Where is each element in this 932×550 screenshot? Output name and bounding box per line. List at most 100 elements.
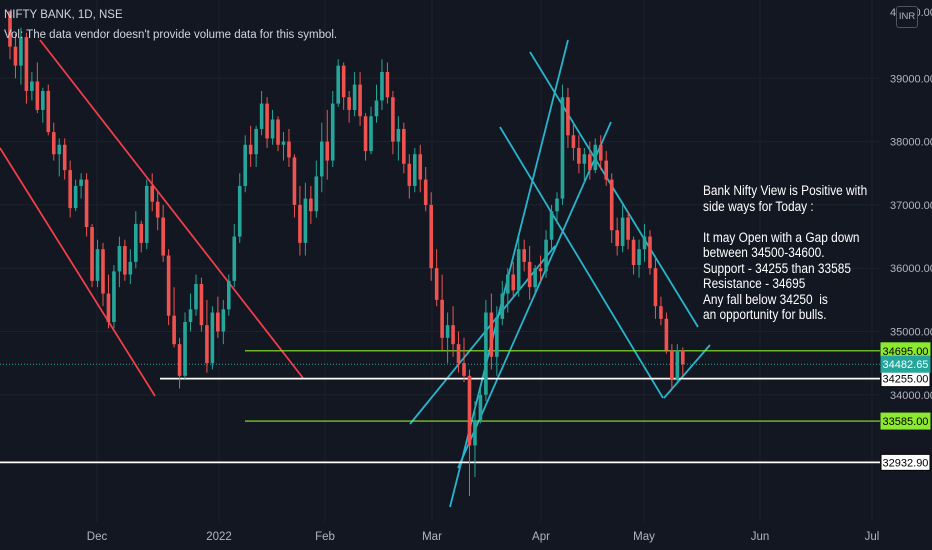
candle-body [484, 312, 488, 395]
candle-body [101, 249, 105, 294]
time-tick-label: Feb [315, 531, 335, 543]
candle-body [511, 274, 516, 291]
time-tick-label: Jul [865, 531, 880, 543]
trend-lines [0, 39, 711, 508]
price-tag-box [880, 412, 931, 430]
candle [473, 401, 477, 478]
candle [659, 296, 663, 326]
candle-body [462, 363, 466, 376]
candle-body [412, 154, 417, 186]
candle [166, 249, 171, 326]
candle-body [90, 227, 94, 281]
candle-body [396, 128, 401, 142]
candle-body [177, 344, 182, 376]
candle [412, 147, 417, 193]
candle-body [341, 65, 346, 98]
candle-body [24, 37, 29, 91]
candle-body [598, 144, 603, 161]
candle [123, 239, 127, 281]
chart-grid [0, 0, 880, 522]
candle-body [298, 204, 302, 243]
candle-body [434, 268, 439, 300]
candle [172, 287, 176, 348]
candle-body [500, 293, 505, 319]
price-tag-box [880, 453, 931, 471]
candle-body [473, 420, 477, 446]
candle [396, 116, 401, 161]
symbol-title[interactable]: NIFTY BANK, 1D, NSE [4, 9, 123, 21]
candle [374, 84, 379, 123]
candle [336, 59, 340, 107]
candle [423, 166, 428, 212]
candle-body [41, 90, 45, 110]
candle [484, 299, 488, 402]
time-tick-label: Apr [532, 531, 550, 543]
trend-line [663, 344, 711, 399]
analysis-note: Bank Nifty View is Positive with side wa… [703, 183, 868, 322]
price-tick-label: 37000.00 [890, 200, 932, 212]
price-tag-label: 34695.00 [883, 346, 929, 358]
candle-body [112, 271, 116, 323]
candle [582, 147, 587, 183]
candle-body [254, 128, 258, 155]
candle [675, 344, 680, 383]
price-tick-label: 38000.00 [890, 137, 932, 149]
candlesticks [8, 11, 685, 497]
price-tag-label: 34255.00 [883, 374, 929, 386]
candle [593, 138, 598, 174]
candle [533, 265, 537, 294]
candle-body [478, 394, 483, 421]
candle-body [319, 141, 324, 177]
candle [380, 59, 384, 110]
candle [319, 122, 324, 193]
candle-body [281, 141, 286, 145]
candle-body [134, 223, 138, 262]
candle-body [183, 322, 187, 376]
candle-body [369, 116, 373, 152]
time-tick-label: Jun [751, 531, 770, 543]
candle-body [456, 344, 461, 364]
candle-body [309, 198, 313, 212]
candle [631, 236, 636, 275]
candle [462, 337, 466, 383]
candle-body [451, 325, 455, 345]
candle [325, 109, 330, 180]
candle-body [128, 261, 133, 275]
currency-badge[interactable]: INR [896, 6, 918, 28]
candle-body [336, 65, 340, 104]
candle-body [8, 11, 12, 47]
candle-body [194, 284, 198, 310]
candle-body [330, 103, 335, 161]
candle-body [363, 116, 368, 152]
candle-body [495, 318, 499, 357]
candle [527, 246, 532, 300]
trend-line [529, 51, 699, 328]
candle-body [582, 154, 587, 164]
candle-body [150, 185, 155, 202]
candle [254, 125, 258, 167]
candle-body [670, 350, 674, 379]
candle-body [139, 223, 144, 243]
price-tick-label: 35000.00 [890, 327, 932, 339]
candle-body [216, 312, 220, 332]
candle-body [675, 350, 680, 379]
candle [358, 71, 362, 126]
candle-body [166, 255, 171, 316]
candle [511, 261, 516, 297]
candle-body [544, 239, 548, 272]
candle-body [538, 268, 543, 272]
candle [216, 296, 220, 338]
candle-body [659, 306, 663, 319]
candle-body [123, 246, 127, 275]
candle-body [352, 84, 357, 110]
candle-body [555, 198, 559, 212]
candle [577, 135, 581, 174]
candle-body [221, 309, 226, 332]
price-tag: 34482.65 [880, 355, 931, 373]
candle [407, 154, 412, 199]
candle [303, 182, 308, 256]
candle [30, 71, 34, 101]
candle [188, 293, 193, 332]
candle [555, 192, 559, 224]
